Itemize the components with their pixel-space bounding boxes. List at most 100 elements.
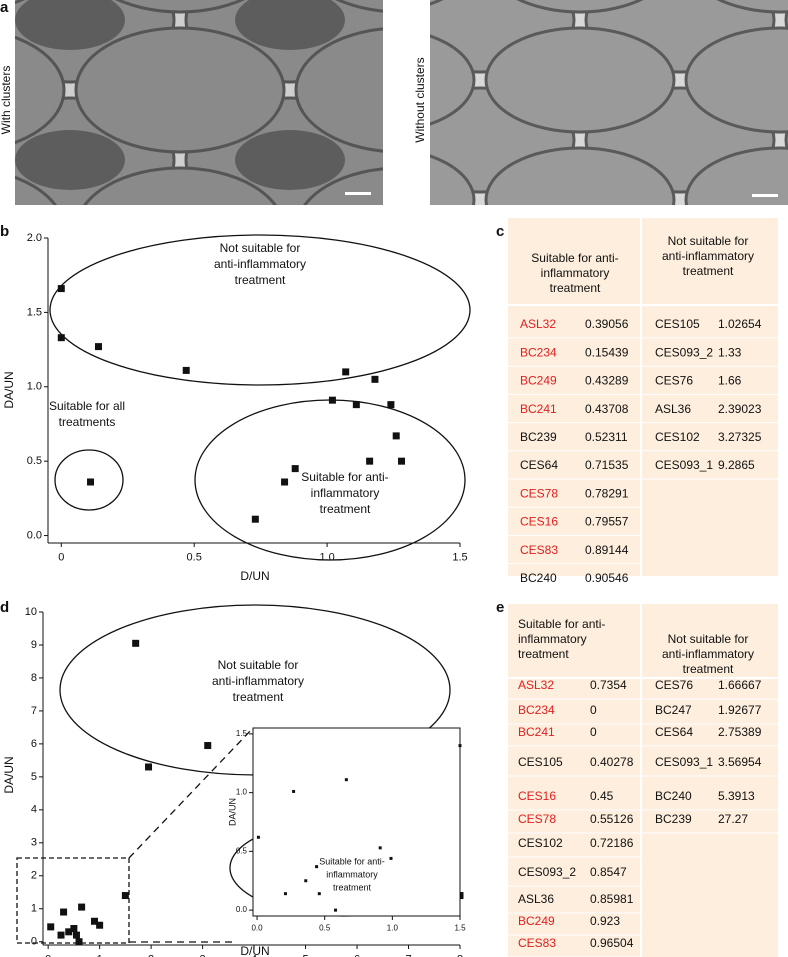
point xyxy=(75,938,83,946)
point xyxy=(78,903,86,911)
table-cell-value: 1.66 xyxy=(718,374,742,388)
point xyxy=(121,892,129,900)
annotation: Not suitable for xyxy=(218,658,299,672)
table-cell-name: CES78 xyxy=(520,486,558,500)
point xyxy=(304,879,308,883)
point xyxy=(65,928,73,936)
point xyxy=(366,457,374,465)
table-header: treatment xyxy=(683,662,734,676)
point xyxy=(251,515,259,523)
table-cell-value: 3.27325 xyxy=(718,430,762,444)
annotation: anti-inflammatory xyxy=(214,257,306,271)
y-tick-label: 0.5 xyxy=(27,455,42,467)
inset-frame xyxy=(252,727,461,917)
table-header: treatment xyxy=(518,647,569,661)
annotation: treatments xyxy=(59,415,116,429)
table-cell-value: 0.7354 xyxy=(590,678,627,692)
table-cell-name: BC247 xyxy=(655,703,692,717)
table-cell-name: CES093_1 xyxy=(655,755,713,769)
panel-label: e xyxy=(496,599,504,616)
scale-bar xyxy=(752,194,778,197)
panel-label: d xyxy=(0,599,9,616)
table-cell-value: 0.15439 xyxy=(585,345,629,359)
point xyxy=(132,639,140,647)
table-header: Suitable for anti- xyxy=(518,617,605,631)
table-cell-value: 27.27 xyxy=(718,812,748,826)
point xyxy=(389,856,393,860)
point xyxy=(57,334,65,342)
y-tick-label: 3 xyxy=(31,837,37,849)
table-cell-value: 0.8547 xyxy=(590,865,627,879)
point xyxy=(182,366,190,374)
annotation: anti-inflammatory xyxy=(212,674,304,688)
x-tick-label: 7 xyxy=(405,953,411,957)
y-tick-label: 8 xyxy=(31,672,37,684)
x-tick-label: 0.0 xyxy=(251,923,263,932)
point xyxy=(398,457,406,465)
point xyxy=(72,931,80,939)
y-axis-label: DA/UN xyxy=(2,756,16,793)
table-cell-value: 1.02654 xyxy=(718,317,762,331)
annotation: Not suitable for xyxy=(220,241,301,255)
y-tick-label: 5 xyxy=(31,771,37,783)
point xyxy=(90,917,98,925)
panel-label: b xyxy=(0,223,9,240)
table-header: Not suitable for xyxy=(668,234,749,248)
point xyxy=(87,478,95,486)
table-cell-name: CES105 xyxy=(655,317,700,331)
panel-label: c xyxy=(496,223,504,240)
y-tick-label: 1 xyxy=(31,903,37,915)
y-tick-label: 1.5 xyxy=(236,729,248,738)
point xyxy=(342,368,350,376)
x-tick-label: 1.0 xyxy=(387,923,399,932)
y-tick-label: 2.0 xyxy=(27,232,42,244)
point xyxy=(387,401,395,409)
table-cell-value: 0.90546 xyxy=(585,571,629,585)
table-cell-value: 0.40278 xyxy=(590,755,634,769)
table-cell-name: BC234 xyxy=(520,345,557,359)
table-cell-name: CES105 xyxy=(518,755,563,769)
table-cell-value: 0.39056 xyxy=(585,317,629,331)
table-cell-name: CES093_2 xyxy=(518,865,576,879)
x-tick-label: 4 xyxy=(251,953,257,957)
point xyxy=(281,478,289,486)
table-header: Not suitable for xyxy=(668,632,749,646)
table-cell-name: CES64 xyxy=(520,458,558,472)
table-cell-name: BC240 xyxy=(655,789,692,803)
x-tick-label: 6 xyxy=(354,953,360,957)
table-cell-name: CES83 xyxy=(518,936,556,950)
table-header: treatment xyxy=(550,281,601,295)
table-cell-value: 0.71535 xyxy=(585,458,629,472)
annotation: treatment xyxy=(320,502,371,516)
table-cell-value: 9.2865 xyxy=(718,458,755,472)
table-cell-value: 2.39023 xyxy=(718,402,762,416)
table-cell-name: BC239 xyxy=(520,430,557,444)
table-cell-value: 2.75389 xyxy=(718,725,762,739)
y-tick-label: 1.0 xyxy=(27,381,42,393)
x-tick-label: 2 xyxy=(148,953,154,957)
table-cell-name: CES093_2 xyxy=(655,345,713,359)
table-cell-name: ASL36 xyxy=(655,402,691,416)
table-cell-value: 0.89144 xyxy=(585,543,629,557)
y-tick-label: 0.0 xyxy=(27,529,42,541)
point xyxy=(378,846,382,850)
table-cell-name: CES16 xyxy=(520,515,558,529)
table-header: Suitable for anti- xyxy=(531,251,618,265)
table-cell-value: 1.66667 xyxy=(718,678,762,692)
scale-bar xyxy=(345,192,371,195)
point xyxy=(204,742,212,750)
point xyxy=(328,396,336,404)
annotation: treatment xyxy=(333,882,372,892)
table-cell-name: CES64 xyxy=(655,725,693,739)
x-tick-label: 5 xyxy=(302,953,308,957)
point xyxy=(458,744,462,748)
table-header: treatment xyxy=(683,264,734,278)
table-header: inflammatory xyxy=(518,632,587,646)
table-cell-value: 0.78291 xyxy=(585,486,629,500)
y-tick-label: 9 xyxy=(31,639,37,651)
table-cell-name: CES76 xyxy=(655,374,693,388)
point xyxy=(95,343,103,351)
table-header: anti-inflammatory xyxy=(662,647,754,661)
table-cell-name: CES76 xyxy=(655,678,693,692)
table-cell-name: BC249 xyxy=(518,914,555,928)
